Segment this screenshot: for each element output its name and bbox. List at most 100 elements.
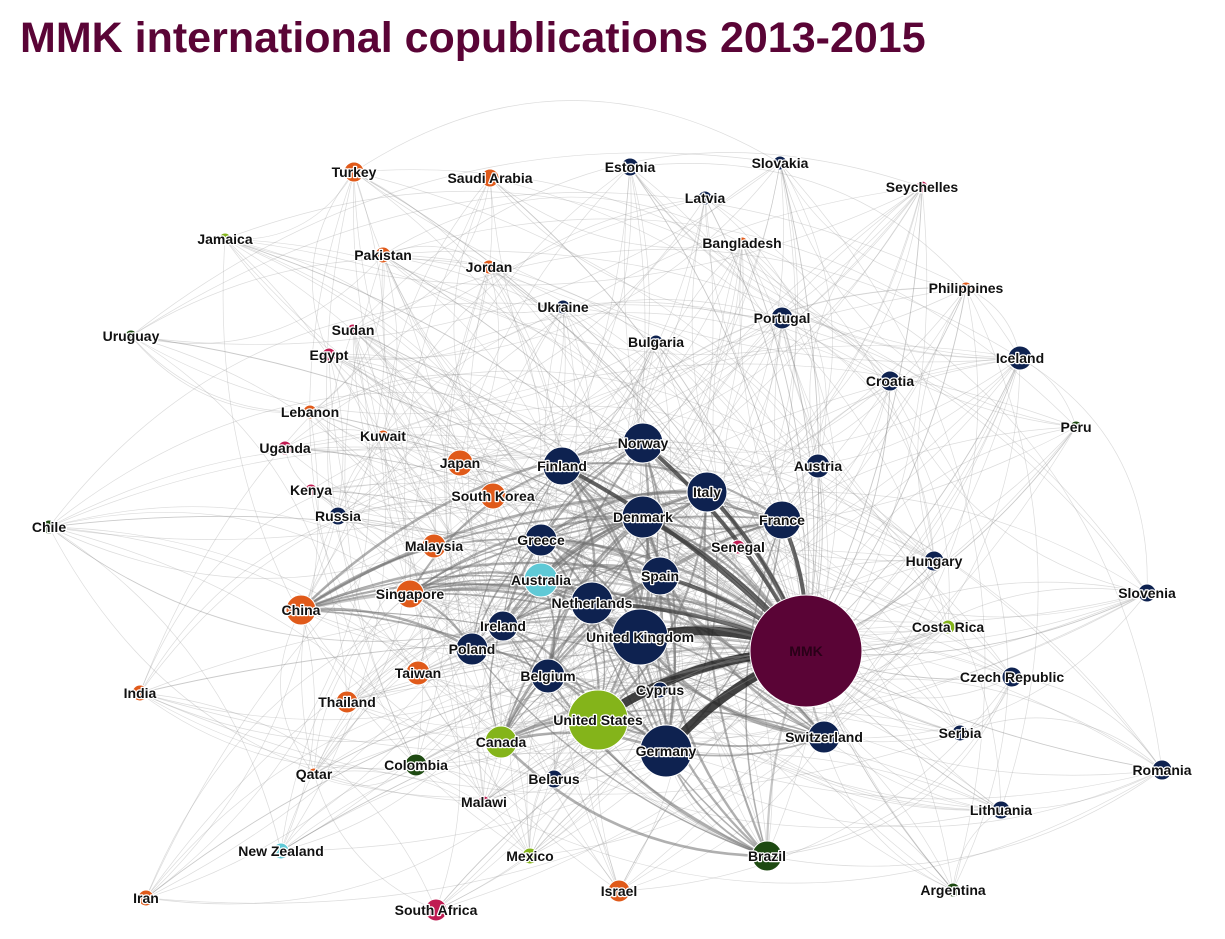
- edge-ukraine-chile: [48, 302, 564, 528]
- edge-ireland-bangladesh: [502, 242, 743, 627]
- edge-greece-jamaica: [224, 238, 542, 541]
- edge-belarus-ireland: [502, 625, 555, 780]
- node-newzealand: [272, 842, 290, 860]
- edge-mmk-jamaica: [224, 238, 807, 652]
- edge-switzerland-newzealand: [280, 714, 825, 852]
- edge-uruguay-lebanon: [130, 335, 311, 413]
- label-jordan: Jordan: [466, 259, 513, 275]
- edge-hungary-latvia: [704, 197, 935, 562]
- edge-brazil-denmark: [642, 516, 773, 857]
- edge-saudiarabia-switzerland: [489, 177, 825, 738]
- edge-israel-seychelles: [618, 186, 928, 892]
- edge-newzealand-chile: [48, 526, 282, 852]
- node-saudiarabia: [480, 168, 500, 188]
- edge-argentina-italy: [706, 491, 954, 891]
- edge-iceland-senegal: [737, 357, 1021, 548]
- edge-mmk-egypt: [328, 354, 807, 652]
- edge-taiwan-lithuania: [417, 672, 1002, 828]
- node-qatar: [307, 767, 321, 781]
- edge-senegal-mexico: [529, 546, 739, 857]
- node-uruguay: [124, 329, 138, 343]
- edge-switzerland-philippines: [823, 287, 979, 738]
- edge-mmk-kuwait: [382, 435, 807, 652]
- label-russia: Russia: [315, 508, 361, 524]
- edge-czech-kenya: [310, 482, 1013, 678]
- edge-mmk-iran: [145, 650, 807, 899]
- label-netherlands: Netherlands: [552, 595, 633, 611]
- label-israel: Israel: [601, 883, 638, 899]
- edge-denmark-belgium: [547, 516, 644, 677]
- label-slovakia: Slovakia: [752, 155, 809, 171]
- edge-mmk-jordan: [488, 266, 807, 652]
- label-croatia: Croatia: [866, 373, 914, 389]
- edge-italy-portugal: [706, 317, 783, 493]
- edge-austria-pakistan: [382, 254, 819, 467]
- label-belgium: Belgium: [520, 668, 575, 684]
- edge-philippines-finland: [561, 287, 967, 467]
- edge-poland-brazil: [471, 648, 768, 857]
- node-bulgaria: [648, 334, 664, 350]
- edge-lithuania-philippines: [965, 287, 1039, 811]
- edge-poland-kuwait: [382, 435, 473, 650]
- label-germany: Germany: [636, 743, 697, 759]
- edge-turkey-us: [353, 171, 599, 721]
- edge-russia-denmark: [337, 515, 644, 546]
- edge-jamaica-turkey: [224, 171, 355, 240]
- edge-iceland-sudan: [352, 248, 1021, 359]
- edge-hungary-norway: [642, 442, 935, 562]
- edge-sudan-ireland: [352, 329, 504, 627]
- edge-japan-seychelles: [459, 186, 923, 464]
- edge-costarica-portugal: [781, 317, 950, 628]
- label-estonia: Estonia: [605, 159, 656, 175]
- node-romania: [1151, 759, 1173, 781]
- edge-lebanon-pakistan: [309, 254, 385, 413]
- node-taiwan: [405, 660, 431, 686]
- edge-china-egypt: [300, 354, 344, 611]
- edge-qatar-germany: [313, 750, 667, 798]
- edge-southkorea-sudan: [352, 329, 494, 497]
- edge-poland-china: [300, 607, 473, 651]
- edge-jordan-uruguay: [130, 258, 490, 337]
- edge-mmk-uganda: [284, 447, 807, 652]
- label-china: China: [282, 602, 321, 618]
- edge-southafrica-india: [139, 692, 437, 911]
- edge-kuwait-lithuania: [382, 435, 1002, 811]
- edge-us-costarica: [597, 626, 949, 723]
- edge-jordan-israel: [467, 266, 620, 892]
- label-latvia: Latvia: [685, 190, 726, 206]
- edge-egypt-slovakia: [328, 162, 781, 359]
- edge-france-chile: [48, 446, 783, 528]
- edge-slovakia-uruguay: [130, 152, 781, 337]
- node-china: [285, 594, 317, 626]
- edge-lithuania-argentina: [952, 809, 1002, 891]
- edge-italy-slovenia: [706, 491, 1148, 618]
- edge-slovenia-pakistan: [382, 250, 1148, 594]
- edge-israel-switzerland: [618, 736, 825, 892]
- node-germany: [639, 724, 693, 778]
- edge-us-jamaica: [224, 238, 599, 721]
- label-iceland: Iceland: [996, 350, 1044, 366]
- edge-iran-peru: [145, 426, 1077, 904]
- edge-peru-kuwait: [382, 363, 1077, 437]
- edge-norway-austria: [642, 442, 819, 476]
- edge-brazil-czech: [766, 676, 1013, 857]
- edge-iran-lebanon: [145, 411, 319, 899]
- edge-france-pakistan: [382, 254, 783, 521]
- edge-colombia-pakistan: [382, 254, 452, 766]
- edge-costarica-turkey: [353, 171, 949, 628]
- node-australia: [523, 562, 559, 598]
- node-us: [567, 689, 629, 751]
- label-italy: Italy: [693, 484, 721, 500]
- edge-newzealand-sudan: [280, 329, 386, 852]
- edge-denmark-russia: [337, 471, 644, 518]
- edge-southkorea-newzealand: [280, 495, 494, 852]
- edge-germany-sudan: [352, 329, 667, 752]
- node-poland: [455, 632, 489, 666]
- edge-us-jamaica: [224, 238, 599, 721]
- node-senegal: [730, 539, 746, 555]
- edge-germany-colombia: [415, 721, 667, 766]
- edge-singapore-qatar: [313, 593, 411, 775]
- edge-belgium-lebanon: [309, 411, 549, 677]
- edge-greece-portugal: [540, 317, 783, 541]
- edge-switzerland-canada: [500, 708, 825, 743]
